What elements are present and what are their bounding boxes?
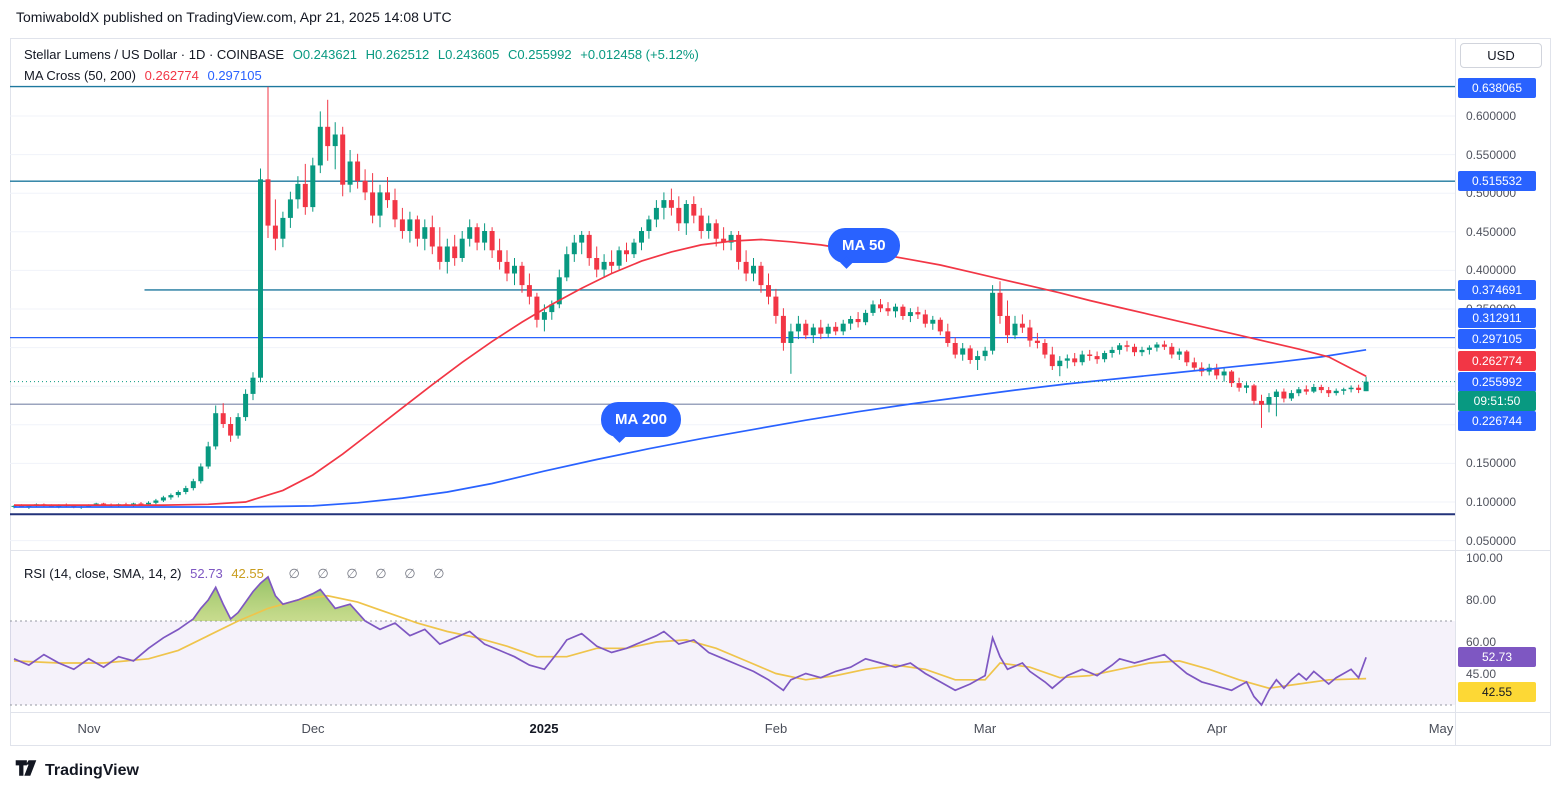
price-axis-badge: 0.312911 [1458, 308, 1536, 328]
rsi-legend: RSI (14, close, SMA, 14, 2) 52.73 42.55 … [24, 565, 450, 582]
price-axis-badge: 52.73 [1458, 647, 1536, 667]
pane-divider[interactable] [10, 550, 1551, 551]
price-axis-divider [1455, 38, 1456, 745]
price-axis-badge: 09:51:50 [1458, 391, 1536, 411]
time-axis-label: May [1428, 721, 1454, 736]
ma200-legend-value: 0.297105 [207, 68, 262, 83]
price-axis-badge: 0.255992 [1458, 372, 1536, 392]
chart-frame [10, 38, 1551, 746]
rsi-sma-value: 42.55 [231, 566, 264, 581]
price-axis-label: 0.600000 [1466, 109, 1517, 123]
time-axis-divider [10, 712, 1551, 713]
ohlc-high: H0.262512 [365, 47, 430, 62]
currency-toggle-button[interactable]: USD [1460, 43, 1542, 68]
time-axis-label: Apr [1206, 721, 1228, 736]
tradingview-wordmark: TradingView [45, 761, 139, 779]
price-axis-label: 0.100000 [1466, 495, 1517, 509]
time-axis[interactable]: Nov Dec 2025 Feb Mar Apr May [10, 712, 1455, 745]
price-axis-badge: 0.262774 [1458, 351, 1536, 371]
time-axis-label: Dec [301, 721, 325, 736]
price-axis-badge: 0.515532 [1458, 171, 1536, 191]
rsi-pane-canvas[interactable] [10, 550, 1455, 712]
time-axis-label: Nov [77, 721, 101, 736]
time-axis-label: Mar [973, 721, 997, 736]
price-axis-badge: 0.638065 [1458, 78, 1536, 98]
price-axis-badge: 0.226744 [1458, 411, 1536, 431]
main-chart-canvas[interactable] [10, 38, 1455, 550]
price-axis-label: 0.150000 [1466, 456, 1517, 470]
time-axis-label: 2025 [529, 721, 559, 736]
tradingview-logo-icon [14, 756, 38, 785]
price-axis-label: 0.050000 [1466, 534, 1517, 548]
price-axis-label: 60.00 [1466, 635, 1497, 649]
symbol-legend: Stellar Lumens / US Dollar · 1D · COINBA… [24, 46, 704, 63]
ma-cross-label: MA Cross (50, 200) [24, 68, 136, 83]
rsi-empty-plot-placeholders: ∅ ∅ ∅ ∅ ∅ ∅ [288, 566, 445, 581]
ohlc-close: C0.255992 [508, 47, 572, 62]
price-axis-label: 100.00 [1466, 551, 1503, 565]
ohlc-change: +0.012458 (+5.12%) [580, 47, 699, 62]
rsi-value: 52.73 [190, 566, 223, 581]
ma50-legend-value: 0.262774 [144, 68, 199, 83]
rsi-label: RSI (14, close, SMA, 14, 2) [24, 566, 182, 581]
price-axis-badge: 0.297105 [1458, 329, 1536, 349]
attribution-text: TomiwaboldX published on TradingView.com… [16, 9, 452, 25]
time-axis-label: Feb [764, 721, 788, 736]
price-axis-badge: 42.55 [1458, 682, 1536, 702]
price-axis-label: 0.550000 [1466, 148, 1517, 162]
ma-cross-legend: MA Cross (50, 200) 0.262774 0.297105 [24, 67, 267, 84]
price-axis-label: 80.00 [1466, 593, 1497, 607]
price-axis-label: 0.400000 [1466, 263, 1517, 277]
price-axis-badge: 0.374691 [1458, 280, 1536, 300]
symbol-title: Stellar Lumens / US Dollar · 1D · COINBA… [24, 47, 285, 62]
price-axis[interactable]: 0.600000 0.550000 0.500000 0.450000 0.400000… [1455, 38, 1551, 745]
ma50-callout-pill[interactable]: MA 50 [828, 228, 900, 263]
tradingview-branding[interactable]: TradingView [14, 756, 139, 785]
ohlc-low: L0.243605 [437, 47, 500, 62]
ohlc-open: O0.243621 [292, 47, 358, 62]
price-axis-label: 0.450000 [1466, 225, 1517, 239]
price-axis-label: 45.00 [1466, 667, 1497, 681]
ma200-callout-pill[interactable]: MA 200 [601, 402, 681, 437]
